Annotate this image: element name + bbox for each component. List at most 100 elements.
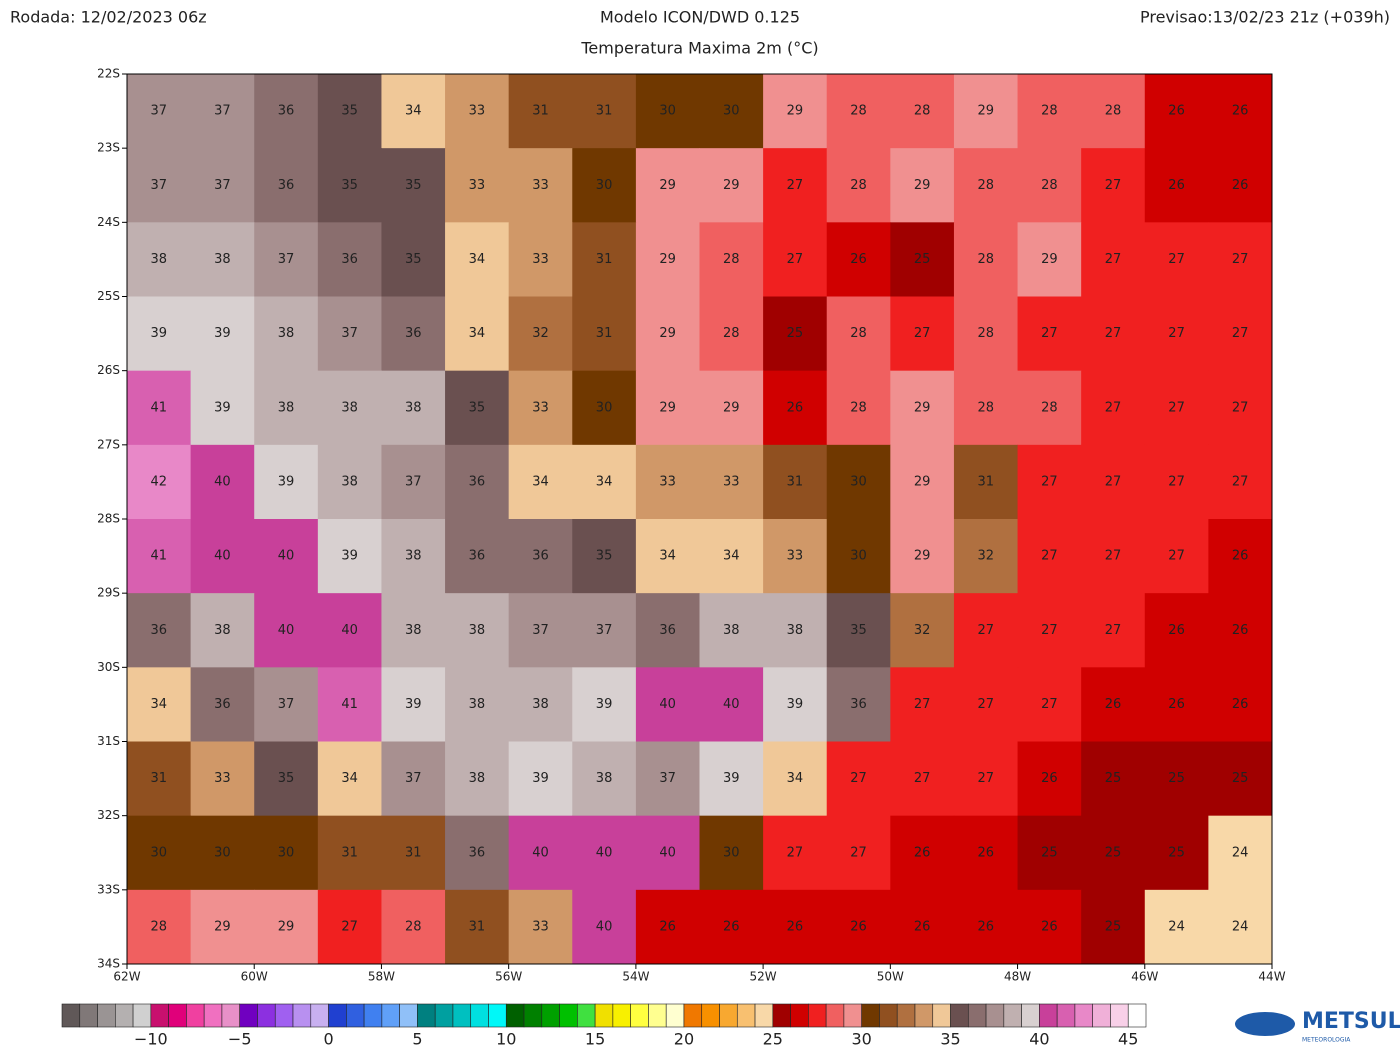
temperature-cell xyxy=(826,148,891,223)
temperature-cell xyxy=(826,741,891,817)
temperature-cell xyxy=(826,519,891,594)
colorbar-box xyxy=(239,1003,258,1028)
temperature-cell xyxy=(254,667,319,742)
temperature-label: 29 xyxy=(659,326,676,341)
colorbar-box xyxy=(541,1003,560,1028)
temperature-label: 32 xyxy=(977,549,994,564)
temperature-cell xyxy=(381,222,446,297)
temperature-label: 31 xyxy=(596,326,613,341)
temperature-label: 28 xyxy=(914,104,931,119)
temperature-label: 24 xyxy=(1232,845,1249,860)
colorbar-box xyxy=(186,1003,205,1028)
colorbar-box xyxy=(790,1003,809,1028)
temperature-label: 31 xyxy=(787,474,804,489)
temperature-label: 33 xyxy=(787,549,804,564)
temperature-cell xyxy=(635,444,700,520)
temperature-cell xyxy=(317,667,382,742)
temperature-label: 37 xyxy=(151,178,168,193)
temperature-cell xyxy=(826,444,891,520)
temperature-label: 35 xyxy=(469,400,486,415)
temperature-cell xyxy=(445,519,510,594)
temperature-label: 27 xyxy=(1105,326,1122,341)
colorbar-box xyxy=(168,1003,187,1028)
colorbar-box xyxy=(150,1003,169,1028)
temperature-cell xyxy=(763,444,828,520)
temperature-cell xyxy=(699,222,764,297)
temperature-label: 39 xyxy=(596,697,613,712)
temperature-label: 33 xyxy=(723,474,740,489)
temperature-label: 27 xyxy=(787,845,804,860)
temperature-cell xyxy=(1081,74,1146,149)
temperature-cell xyxy=(127,815,192,891)
temperature-cell xyxy=(1017,370,1082,446)
colorbar-box xyxy=(808,1003,827,1028)
logo-name: METSUL xyxy=(1302,1009,1400,1034)
temperature-label: 29 xyxy=(659,252,676,267)
temperature-cell xyxy=(254,148,319,223)
temperature-cell xyxy=(190,593,255,668)
temperature-cell xyxy=(508,148,573,223)
temperature-cell xyxy=(1017,815,1082,891)
colorbar-box xyxy=(879,1003,898,1028)
temperature-label: 33 xyxy=(659,474,676,489)
temperature-cell xyxy=(317,741,382,817)
colorbar-box xyxy=(932,1003,951,1028)
colorbar-box xyxy=(1127,1003,1147,1028)
temperature-cell xyxy=(254,296,319,372)
temperature-label: 38 xyxy=(405,400,422,415)
temperature-cell xyxy=(508,667,573,742)
temperature-label: 39 xyxy=(532,771,549,786)
temperature-label: 25 xyxy=(1105,919,1122,934)
temperature-cell xyxy=(1208,74,1273,149)
temperature-cell xyxy=(381,741,446,817)
temperature-cell xyxy=(890,222,955,297)
temperature-cell xyxy=(572,889,637,965)
temperature-label: 27 xyxy=(1232,400,1249,415)
colorbar-label: 15 xyxy=(585,1030,605,1049)
temperature-label: 36 xyxy=(469,845,486,860)
temperature-label: 27 xyxy=(341,919,358,934)
temperature-cell xyxy=(254,815,319,891)
temperature-label: 28 xyxy=(977,326,994,341)
temperature-cell xyxy=(826,889,891,965)
temperature-label: 27 xyxy=(977,697,994,712)
colorbar-box xyxy=(132,1003,152,1028)
temperature-label: 26 xyxy=(1232,623,1249,638)
temperature-label: 27 xyxy=(1041,474,1058,489)
temperature-label: 38 xyxy=(469,697,486,712)
temperature-cell xyxy=(1081,593,1146,668)
temperature-label: 27 xyxy=(1232,252,1249,267)
temperature-cell xyxy=(635,74,700,149)
temperature-label: 38 xyxy=(723,623,740,638)
temperature-cell xyxy=(190,222,255,297)
temperature-cell xyxy=(381,815,446,891)
temperature-cell xyxy=(763,296,828,372)
y-tick-label: 34S xyxy=(97,957,120,971)
temperature-label: 35 xyxy=(405,178,422,193)
temperature-label: 25 xyxy=(1105,771,1122,786)
temperature-cell xyxy=(572,222,637,297)
logo-tagline: METEOROLOGIA xyxy=(1302,1037,1351,1044)
temperature-cell xyxy=(890,593,955,668)
temperature-cell xyxy=(1144,519,1209,594)
temperature-label: 32 xyxy=(914,623,931,638)
temperature-cell xyxy=(1144,370,1209,446)
temperature-label: 37 xyxy=(405,474,422,489)
temperature-label: 34 xyxy=(151,697,168,712)
temperature-cell xyxy=(572,296,637,372)
temperature-cell xyxy=(1144,815,1209,891)
temperature-label: 38 xyxy=(787,623,804,638)
colorbar-label: 20 xyxy=(674,1030,694,1049)
colorbar-box xyxy=(363,1003,383,1028)
temperature-cell xyxy=(826,370,891,446)
colorbar-box xyxy=(1074,1003,1093,1028)
temperature-label: 24 xyxy=(1168,919,1185,934)
temperature-cell xyxy=(381,519,446,594)
temperature-cell xyxy=(381,74,446,149)
colorbar-box xyxy=(97,1003,116,1028)
temperature-label: 28 xyxy=(850,326,867,341)
temperature-label: 26 xyxy=(1168,178,1185,193)
temperature-label: 26 xyxy=(787,919,804,934)
temperature-cell xyxy=(635,519,700,594)
temperature-cell xyxy=(1017,444,1082,520)
